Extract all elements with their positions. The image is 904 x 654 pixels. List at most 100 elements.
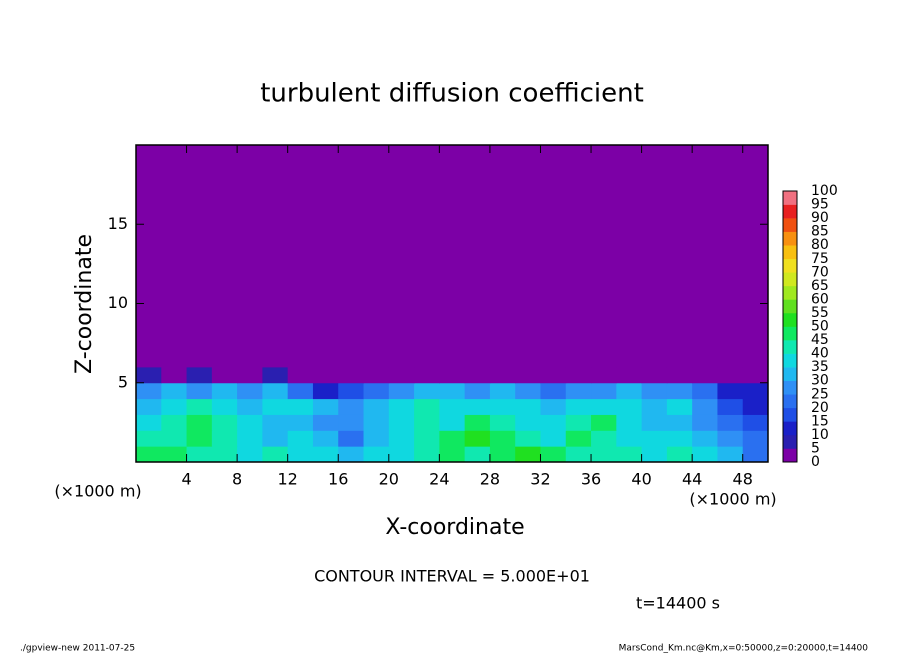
colorbar-label: 80 [811,237,829,253]
heatmap-cell [161,414,188,431]
heatmap-cell [363,366,390,384]
heatmap-cell [565,382,592,400]
heatmap-cell [489,430,516,447]
footer-right: MarsCond_Km.nc@Km,x=0:50000,z=0:20000,t=… [619,644,869,654]
heatmap-cell [211,414,238,431]
heatmap-cell [641,382,668,400]
heatmap-cell [591,414,617,431]
heatmap-cell [161,145,188,368]
heatmap-cell [237,145,263,368]
heatmap-cell [540,414,567,431]
heatmap-cell [287,430,314,447]
colorbar-bin [783,218,797,232]
heatmap-cell [742,398,769,415]
heatmap-cell [616,145,643,368]
heatmap-cell [186,145,213,368]
colorbar-label: 15 [811,413,829,429]
contour-note: CONTOUR INTERVAL = 5.000E+01 [314,567,590,586]
colorbar-label: 30 [811,373,829,389]
heatmap-cell [363,446,390,463]
heatmap-cell [136,446,162,463]
colorbar-bin [783,353,797,368]
colorbar-bin [783,191,797,205]
heatmap-cell [211,430,238,447]
heatmap-cell [540,382,567,400]
x-tick-label: 16 [328,470,348,489]
heatmap-cell [439,145,466,368]
heatmap-cell [388,446,415,463]
colorbar-label: 65 [811,278,829,294]
colorbar-bin [783,204,797,219]
heatmap-cell [692,366,718,384]
heatmap-cell [515,366,541,384]
colorbar-label: 70 [811,264,829,280]
colorbar-bin [783,367,797,381]
heatmap-cell [464,145,491,368]
colorbar-label: 75 [811,251,829,267]
heatmap-cell [489,446,516,463]
heatmap-cell [338,145,365,368]
heatmap-cell [666,366,693,384]
heatmap-cell [186,430,213,447]
heatmap-cell [262,145,289,368]
heatmap-cell [388,414,415,431]
colorbar-bin [783,340,797,354]
heatmap-cell [692,446,718,463]
heatmap-cell [540,430,567,447]
heatmap-cell [363,414,390,431]
heatmap-cell [338,366,365,384]
heatmap-cell [338,382,365,400]
heatmap-cell [616,430,643,447]
heatmap-cell [717,414,744,431]
heatmap-cell [136,414,162,431]
heatmap-cell [439,446,466,463]
heatmap-cell [565,398,592,415]
colorbar-label: 0 [811,454,820,470]
heatmap-cell [489,145,516,368]
heatmap-cell [565,414,592,431]
heatmap-cell [287,366,314,384]
heatmap-cell [211,446,238,463]
heatmap-cell [692,382,718,400]
heatmap-cell [666,382,693,400]
x-tick-label: 4 [181,470,191,489]
heatmap-cell [312,366,339,384]
heatmap-cell [692,414,718,431]
heatmap-cell [363,382,390,400]
heatmap-cell [515,430,541,447]
colorbar-label: 25 [811,386,829,402]
heatmap-cell [388,398,415,415]
heatmap-cell [666,430,693,447]
heatmap-cell [540,366,567,384]
heatmap-cell [262,446,289,463]
colorbar-label: 10 [811,427,829,443]
heatmap-cell [338,398,365,415]
heatmap-cell [616,382,643,400]
x-tick-label: 20 [379,470,399,489]
heatmap-cell [591,430,617,447]
heatmap-cell [666,414,693,431]
heatmap-cell [717,446,744,463]
heatmap-cell [591,382,617,400]
heatmap-cell [287,398,314,415]
colorbar-frame [782,190,798,463]
heatmap-cell [439,366,466,384]
heatmap-cell [464,446,491,463]
heatmap-cell [237,414,263,431]
heatmap-cell [161,430,188,447]
colorbar-label: 35 [811,359,829,375]
x-axis-label: X-coordinate [385,515,524,540]
heatmap-cell [161,382,188,400]
heatmap-cell [641,366,668,384]
heatmap-cell [388,430,415,447]
colorbar-bin [783,272,797,287]
colorbar-label: 5 [811,440,820,456]
colorbar-label: 55 [811,305,829,321]
y-axis-label: Z-coordinate [72,234,97,374]
heatmap-cell [742,145,769,368]
colorbar-bin [783,258,797,273]
heatmap-cell [616,398,643,415]
colorbar-bin [783,299,797,314]
heatmap-cell [464,430,491,447]
